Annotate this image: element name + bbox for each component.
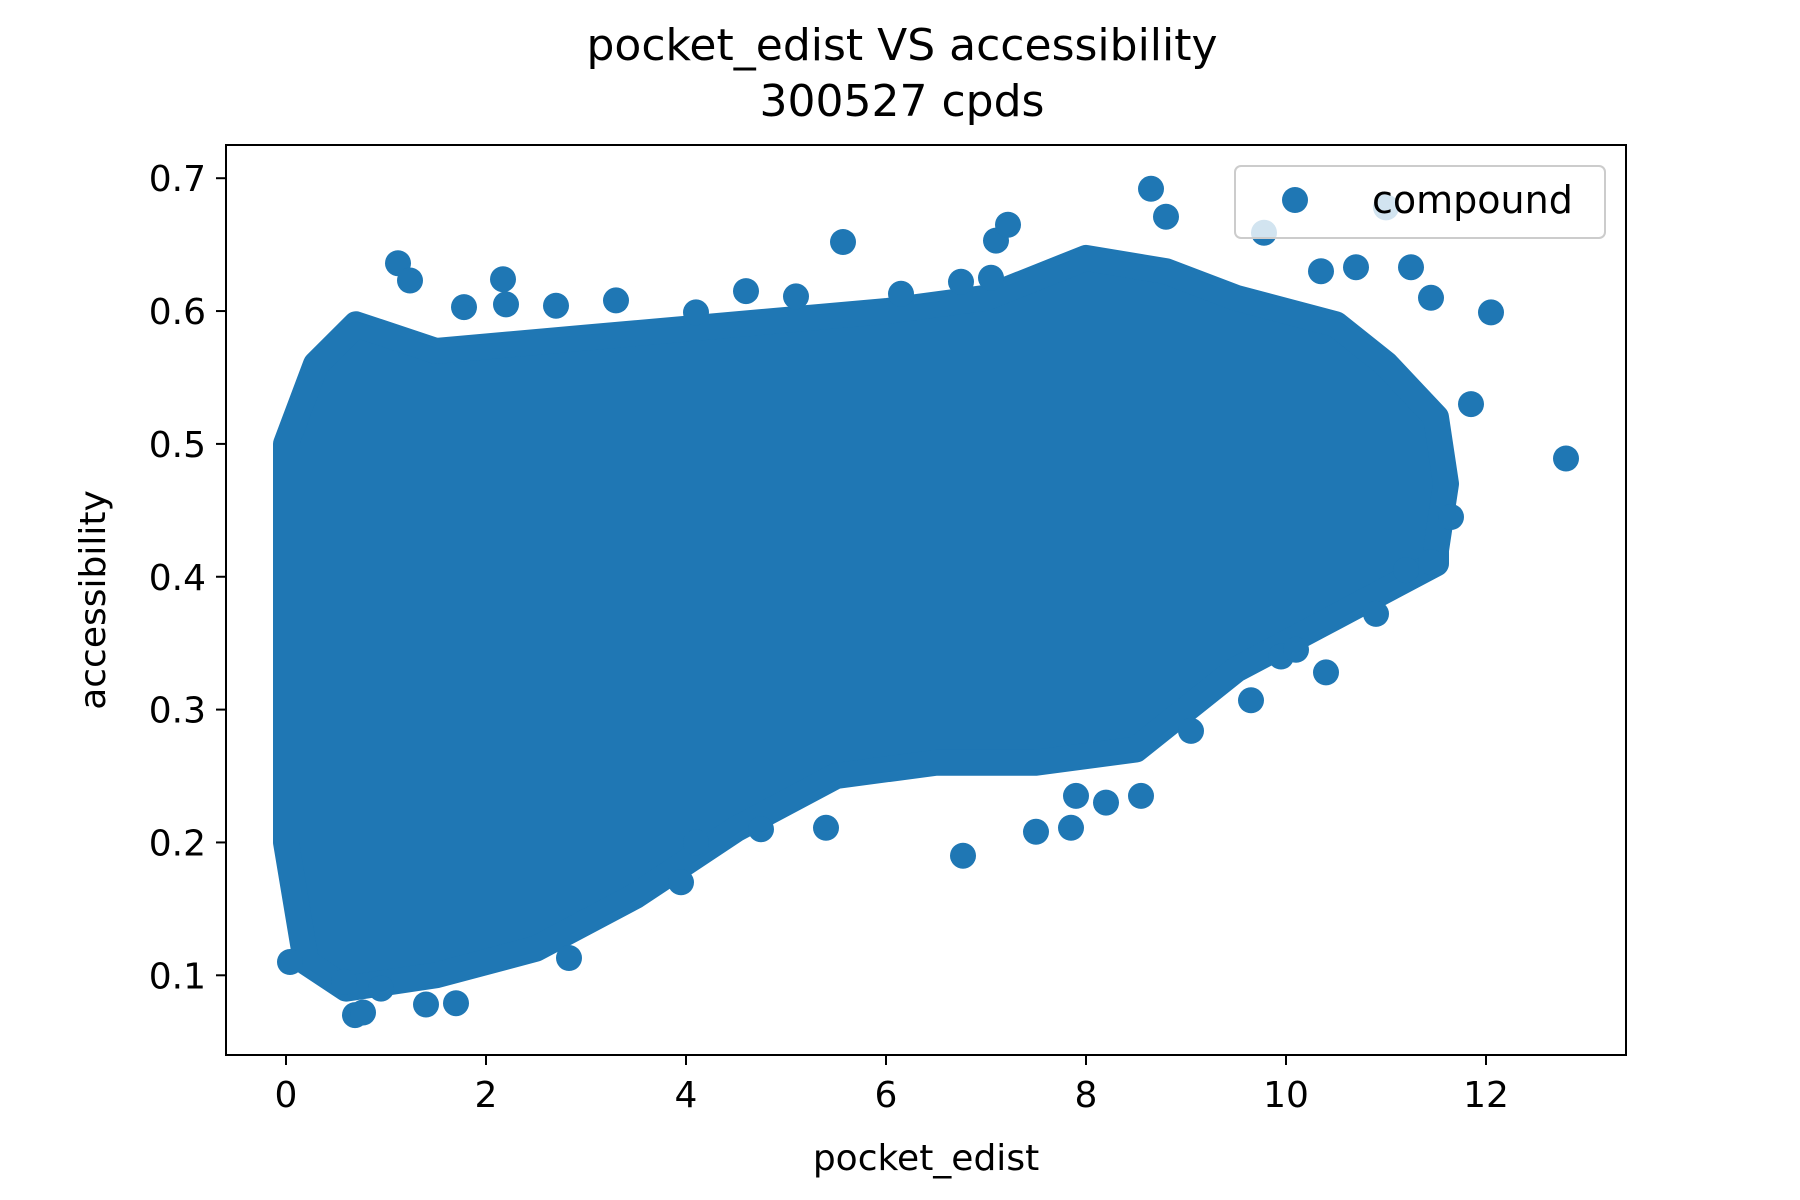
data-point-16 xyxy=(683,299,709,326)
data-point-20 xyxy=(888,280,914,307)
data-point-50 xyxy=(1363,600,1389,627)
data-point-40 xyxy=(1178,717,1204,744)
x-tick-label-8: 8 xyxy=(1075,1075,1098,1116)
x-tick-label-0: 0 xyxy=(275,1075,298,1116)
legend: compound xyxy=(1234,165,1606,239)
data-point-42 xyxy=(1023,818,1049,845)
data-point-35 xyxy=(1553,445,1579,472)
legend-entry-compound: compound xyxy=(1372,178,1573,222)
data-point-3 xyxy=(443,990,469,1017)
data-point-39 xyxy=(1238,687,1264,714)
y-axis-label: accessibility xyxy=(73,490,114,710)
data-point-53 xyxy=(1283,636,1309,663)
data-point-29 xyxy=(1308,258,1334,285)
x-axis-label: pocket_edist xyxy=(813,1138,1039,1179)
data-point-26 xyxy=(1153,203,1179,230)
data-point-31 xyxy=(1398,254,1424,281)
y-tick-label-0.4: 0.4 xyxy=(149,558,206,599)
data-point-44 xyxy=(813,814,839,841)
data-point-6 xyxy=(277,949,303,975)
legend-marker xyxy=(1282,187,1308,213)
x-tick-label-6: 6 xyxy=(875,1075,898,1116)
data-point-10 xyxy=(397,267,423,294)
y-tick-label-0.7: 0.7 xyxy=(149,159,206,200)
data-point-19 xyxy=(830,229,856,255)
data-point-5 xyxy=(331,968,357,995)
x-tick-label-2: 2 xyxy=(475,1075,498,1116)
x-tick-label-4: 4 xyxy=(675,1075,698,1116)
legend-box xyxy=(1234,165,1606,239)
data-point-8 xyxy=(668,869,694,896)
data-point-21 xyxy=(948,268,974,295)
data-point-14 xyxy=(603,287,629,314)
data-point-46 xyxy=(683,829,709,856)
data-point-4 xyxy=(368,975,394,1002)
plot-area xyxy=(273,175,1579,1029)
point-cloud xyxy=(273,244,1459,1002)
y-tick-label-0.2: 0.2 xyxy=(149,823,206,864)
y-tick-label-0.3: 0.3 xyxy=(149,691,206,732)
data-point-34 xyxy=(1458,391,1484,418)
x-tick-label-12: 12 xyxy=(1463,1075,1509,1116)
data-point-49 xyxy=(1063,782,1089,809)
y-tick-label-0.5: 0.5 xyxy=(149,425,206,466)
data-point-18 xyxy=(783,283,809,310)
data-point-41 xyxy=(1058,814,1084,841)
y-tick-label-0.6: 0.6 xyxy=(149,292,206,333)
data-point-15 xyxy=(543,292,569,319)
data-point-24 xyxy=(995,211,1021,238)
data-point-48 xyxy=(1093,789,1119,816)
x-tick-label-10: 10 xyxy=(1263,1075,1309,1116)
data-point-38 xyxy=(1313,659,1339,686)
data-point-33 xyxy=(1478,299,1504,326)
data-point-32 xyxy=(1418,284,1444,311)
data-point-47 xyxy=(1128,782,1154,809)
data-point-51 xyxy=(1393,557,1419,584)
data-point-30 xyxy=(1343,254,1369,281)
data-point-7 xyxy=(556,945,582,971)
data-point-43 xyxy=(950,842,976,869)
data-point-25 xyxy=(1138,175,1164,202)
chart-title: pocket_edist VS accessibility xyxy=(586,20,1217,71)
data-point-13 xyxy=(451,294,477,321)
data-point-2 xyxy=(413,991,439,1018)
data-point-22 xyxy=(978,264,1004,291)
y-axis: 0.1 0.2 0.3 0.4 0.5 0.6 0.7 xyxy=(149,159,226,997)
data-point-12 xyxy=(493,291,519,318)
chart-subtitle: 300527 cpds xyxy=(760,76,1045,127)
plot-frame xyxy=(225,144,1627,1056)
data-point-11 xyxy=(490,266,516,293)
y-tick-label-0.1: 0.1 xyxy=(149,956,206,997)
data-point-36 xyxy=(1438,504,1464,530)
data-point-17 xyxy=(733,278,759,305)
data-point-45 xyxy=(748,816,774,843)
x-axis: 0 2 4 6 8 10 12 xyxy=(275,1055,1509,1116)
data-point-1 xyxy=(350,999,376,1026)
data-point-37 xyxy=(1418,549,1444,576)
